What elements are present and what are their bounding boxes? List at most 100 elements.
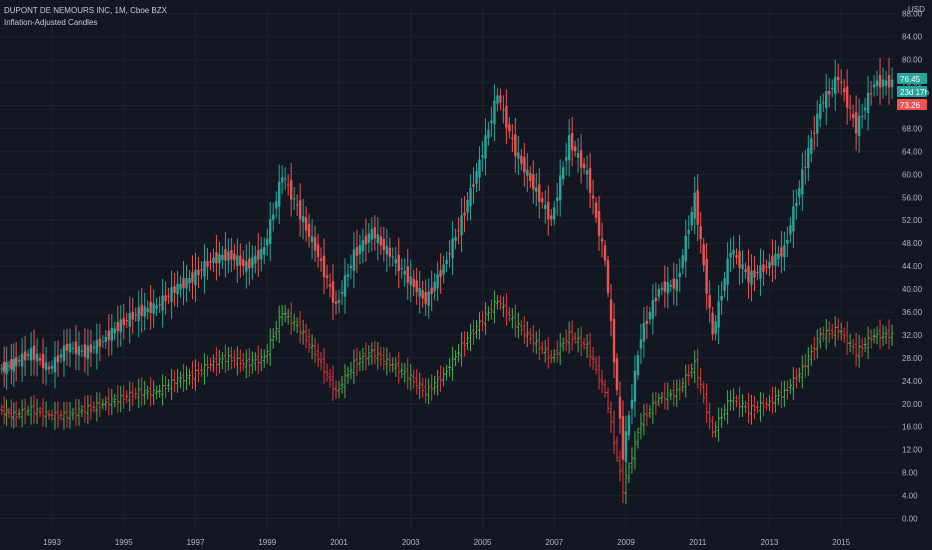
candle-body	[59, 354, 63, 358]
candle-body	[648, 312, 652, 320]
candle-body	[275, 201, 278, 209]
candle-body	[269, 219, 272, 245]
candle-body	[747, 265, 750, 283]
candle-body	[292, 198, 296, 200]
candle-body	[666, 282, 670, 294]
candle-body	[122, 317, 125, 326]
y-tick-label: 32.00	[902, 331, 923, 340]
candle-body	[585, 170, 589, 175]
candle-body	[732, 249, 735, 255]
indicator-label[interactable]: Inflation-Adjusted Candles	[4, 18, 98, 27]
candle-body	[197, 269, 200, 276]
candle-body	[161, 295, 164, 311]
y-tick-label: 24.00	[902, 377, 923, 386]
candle-body	[541, 198, 544, 203]
candle-body	[816, 113, 819, 134]
candle-body	[167, 295, 170, 297]
candle-body	[558, 175, 562, 201]
candle-body	[609, 299, 613, 322]
candle-body	[32, 345, 36, 360]
candle-body	[651, 299, 655, 319]
y-tick-label: 12.00	[902, 446, 923, 455]
candle-body	[645, 320, 649, 324]
y-tick-label: 52.00	[902, 216, 923, 225]
candle-body	[242, 259, 245, 267]
candle-body	[364, 235, 368, 245]
candle-body	[484, 135, 487, 159]
candle-body	[92, 347, 96, 349]
candle-body	[564, 157, 568, 161]
candle-body	[702, 244, 705, 266]
candle-body	[319, 258, 323, 261]
candle-body	[188, 278, 191, 284]
candle-body	[272, 214, 275, 220]
candle-body	[12, 359, 15, 372]
candle-body	[2, 361, 6, 372]
candle-body	[573, 146, 577, 152]
candle-body	[176, 283, 179, 295]
candle-body	[857, 115, 861, 136]
candle-body	[209, 260, 212, 262]
candle-body	[672, 278, 675, 289]
candle-body	[875, 80, 879, 86]
candle-body	[80, 350, 84, 352]
candle-body	[594, 202, 598, 218]
symbol-title[interactable]: DUPONT DE NEMOURS INC, 1M, Cboe BZX	[4, 6, 167, 15]
candle-body	[508, 124, 511, 132]
candle-body	[322, 255, 326, 277]
candle-body	[693, 192, 696, 219]
time-axis[interactable]: 1993 1995 1997 1999 2001 2003 2005 2007 2009 2011…	[43, 538, 851, 547]
candle-body	[487, 129, 490, 139]
candle-body	[355, 247, 359, 256]
y-tick-label: 56.00	[902, 193, 923, 202]
candle-body	[582, 163, 586, 169]
candle-body	[340, 291, 344, 294]
price-badge	[897, 73, 927, 84]
candle-body	[98, 338, 102, 347]
candle-body	[606, 260, 610, 293]
candle-body	[62, 345, 66, 361]
candle-body	[5, 362, 8, 375]
candle-body	[239, 255, 242, 266]
candle-body	[750, 270, 753, 285]
candle-body	[248, 258, 251, 269]
candle-body	[532, 174, 535, 190]
candle-body	[152, 303, 155, 314]
candle-body	[388, 247, 392, 257]
candle-body	[140, 304, 143, 316]
candle-body	[777, 253, 780, 260]
candle-body	[570, 133, 574, 151]
candle-body	[385, 245, 389, 255]
candle-body	[514, 134, 517, 157]
candle-body	[624, 431, 628, 462]
candle-body	[839, 81, 843, 83]
candle-body	[804, 166, 807, 168]
x-tick-label: 2011	[689, 538, 707, 547]
x-tick-label: 1999	[258, 538, 276, 547]
candle-body	[711, 312, 714, 335]
candle-body	[556, 197, 559, 201]
candle-body	[185, 277, 188, 289]
candle-body	[179, 283, 182, 290]
x-tick-label: 2001	[330, 538, 348, 547]
candle-body	[260, 248, 263, 260]
candle-body	[696, 190, 699, 225]
candle-body	[236, 255, 239, 266]
y-tick-label: 44.00	[902, 262, 923, 271]
candle-body	[762, 264, 765, 272]
candle-body	[735, 255, 738, 258]
candle-body	[104, 336, 108, 343]
candle-body	[218, 254, 221, 264]
x-tick-label: 1997	[187, 538, 205, 547]
candle-body	[460, 215, 463, 236]
candle-body	[869, 93, 873, 95]
candle-body	[576, 153, 580, 158]
candle-body	[295, 204, 299, 206]
candle-body	[678, 273, 681, 278]
candle-body	[38, 358, 42, 361]
candle-body	[845, 86, 849, 108]
x-tick-label: 2015	[832, 538, 850, 547]
candle-body	[346, 274, 350, 277]
candle-body	[47, 366, 51, 370]
